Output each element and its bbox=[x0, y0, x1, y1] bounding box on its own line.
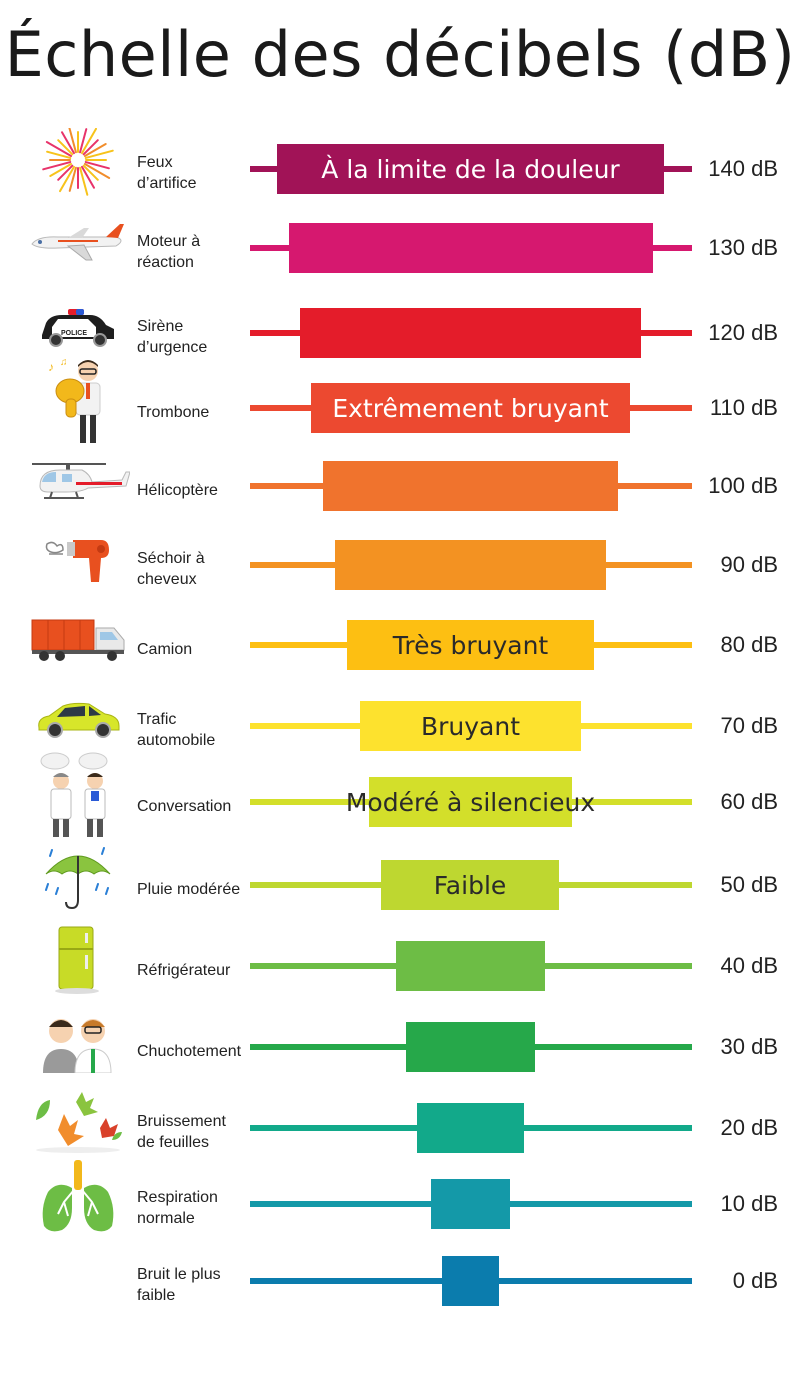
intensity-bar: À la limite de la douleur bbox=[277, 144, 664, 194]
decibel-value: 110 dB bbox=[709, 395, 778, 420]
sound-source-label: Camion bbox=[137, 640, 193, 658]
intensity-bar: Extrêmement bruyant bbox=[311, 383, 630, 433]
intensity-bar bbox=[431, 1179, 510, 1229]
truck-icon bbox=[28, 616, 138, 662]
intensity-bar bbox=[323, 461, 618, 511]
trombone-player-icon: ♪ ♫ bbox=[38, 357, 148, 447]
sound-source-label: Trafic automobile bbox=[137, 711, 216, 749]
sound-source-label: Hélicoptère bbox=[137, 481, 218, 499]
intensity-bar: Bruyant bbox=[360, 701, 581, 751]
sound-source-label: Trombone bbox=[137, 403, 210, 421]
svg-text:♪: ♪ bbox=[48, 360, 54, 374]
decibel-value: 90 dB bbox=[720, 552, 779, 577]
airplane-icon bbox=[28, 222, 138, 262]
whisper-icon bbox=[33, 1009, 143, 1073]
svg-text:♫: ♫ bbox=[60, 357, 68, 368]
leaves-icon bbox=[28, 1090, 138, 1154]
intensity-bar bbox=[300, 308, 641, 358]
lungs-icon bbox=[38, 1158, 148, 1238]
police-car-icon: POLICE bbox=[38, 305, 148, 349]
sound-source-label: Conversation bbox=[137, 797, 232, 815]
intensity-bar bbox=[406, 1022, 535, 1072]
car-icon bbox=[33, 700, 143, 740]
helicopter-icon bbox=[26, 458, 136, 502]
intensity-label: Extrêmement bruyant bbox=[332, 393, 609, 423]
intensity-label: À la limite de la douleur bbox=[321, 154, 620, 184]
sound-source-label: Bruit le plus faible bbox=[137, 1266, 221, 1304]
decibel-value: 60 dB bbox=[720, 789, 779, 814]
sound-source-label: Feux d’artifice bbox=[137, 154, 197, 192]
sound-source-label: Chuchotement bbox=[137, 1042, 242, 1060]
decibel-value: 80 dB bbox=[720, 632, 779, 657]
intensity-bar bbox=[335, 540, 606, 590]
svg-text:POLICE: POLICE bbox=[61, 330, 87, 337]
decibel-value: 40 dB bbox=[720, 953, 779, 978]
decibel-value: 20 dB bbox=[720, 1115, 779, 1140]
sound-source-label: Sirène d’urgence bbox=[137, 318, 208, 356]
sound-source-label: Pluie modérée bbox=[137, 880, 241, 898]
hair-dryer-icon bbox=[43, 534, 153, 584]
intensity-label: Modéré à silencieux bbox=[345, 787, 596, 817]
intensity-bar: Faible bbox=[381, 860, 559, 910]
decibel-value: 70 dB bbox=[720, 713, 779, 738]
conversation-icon bbox=[33, 751, 143, 841]
intensity-label: Faible bbox=[433, 870, 507, 900]
decibel-value: 10 dB bbox=[720, 1191, 779, 1216]
page-title: Échelle des décibels (dB) bbox=[4, 18, 796, 91]
intensity-bar bbox=[417, 1103, 524, 1153]
decibel-value: 130 dB bbox=[708, 235, 778, 260]
intensity-bar: Très bruyant bbox=[347, 620, 594, 670]
umbrella-rain-icon bbox=[38, 844, 148, 914]
sound-source-label: Réfrigérateur bbox=[137, 961, 231, 979]
sound-source-label: Respiration normale bbox=[137, 1189, 218, 1227]
decibel-value: 50 dB bbox=[720, 872, 779, 897]
sound-source-label: Bruissement de feuilles bbox=[137, 1113, 226, 1151]
sound-source-label: Moteur à réaction bbox=[137, 233, 201, 271]
intensity-bar bbox=[442, 1256, 499, 1306]
decibel-value: 120 dB bbox=[708, 320, 778, 345]
refrigerator-icon bbox=[43, 925, 153, 995]
intensity-label: Très bruyant bbox=[392, 630, 549, 660]
intensity-label: Bruyant bbox=[420, 711, 521, 741]
decibel-value: 140 dB bbox=[708, 156, 778, 181]
decibel-value: 100 dB bbox=[708, 473, 778, 498]
intensity-bar bbox=[396, 941, 545, 991]
decibel-value: 0 dB bbox=[732, 1268, 778, 1293]
intensity-bar: Modéré à silencieux bbox=[346, 777, 595, 827]
fireworks-icon bbox=[33, 128, 143, 198]
decibel-value: 30 dB bbox=[720, 1034, 779, 1059]
sound-source-label: Séchoir à cheveux bbox=[137, 550, 205, 588]
intensity-bar bbox=[289, 223, 653, 273]
